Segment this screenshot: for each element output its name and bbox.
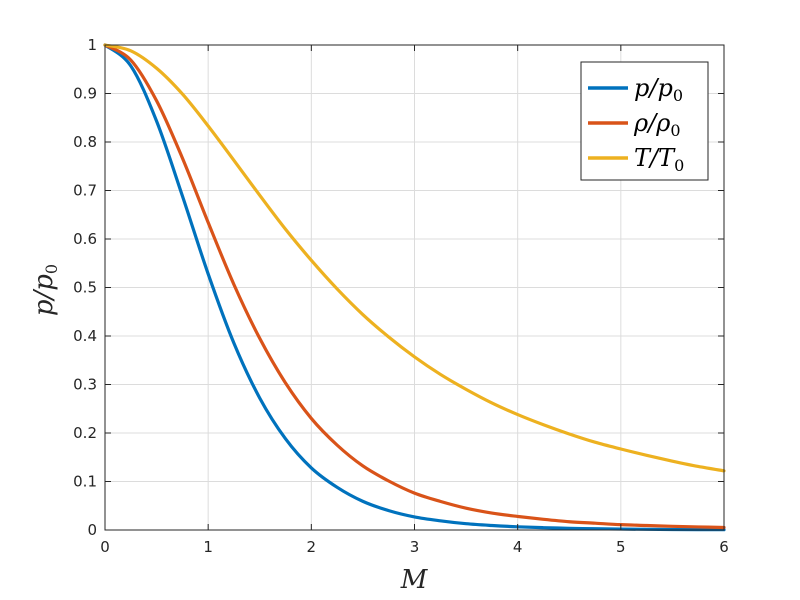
x-tick-label: 0 (100, 538, 110, 556)
y-tick-label: 0.4 (73, 327, 97, 345)
y-tick-label: 0.9 (73, 85, 97, 103)
legend: p/p0 ρ/ρ0 T/T0 (580, 61, 709, 181)
y-tick-label: 0.7 (73, 182, 97, 200)
y-tick-label: 0.1 (73, 473, 97, 491)
y-tick-label: 0.2 (73, 424, 97, 442)
legend-box (580, 61, 709, 181)
x-tick-label: 6 (719, 538, 729, 556)
legend-label-t-t0: T/T0 (634, 144, 684, 175)
x-axis-label: M (400, 565, 429, 595)
y-axis-label: p/p0 (29, 264, 61, 316)
ticks: 0 1 2 3 4 5 6 0 0.1 0.2 0.3 0.4 0.5 0.6 0.7 0.8 0.9 1 (73, 36, 729, 556)
y-tick-label: 1 (87, 36, 97, 54)
series-line-t-t0 (103, 43, 726, 473)
x-tick-label: 3 (410, 538, 420, 556)
x-tick-label: 2 (307, 538, 317, 556)
y-tick-label: 0.6 (73, 230, 97, 248)
y-tick-label: 0.5 (73, 279, 97, 297)
y-tick-label: 0.3 (73, 376, 97, 394)
x-tick-label: 4 (513, 538, 523, 556)
y-tick-label: 0 (87, 521, 97, 539)
x-tick-label: 1 (203, 538, 213, 556)
x-tick-label: 5 (616, 538, 626, 556)
y-tick-label: 0.8 (73, 133, 97, 151)
